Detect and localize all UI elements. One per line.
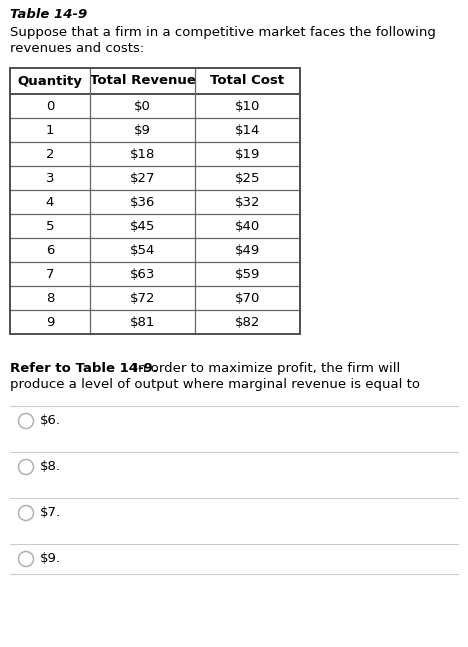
Text: 3: 3	[46, 171, 54, 184]
Text: 5: 5	[46, 219, 54, 232]
Text: Quantity: Quantity	[18, 74, 82, 87]
Text: 8: 8	[46, 292, 54, 305]
Text: $82: $82	[235, 316, 260, 329]
Text: produce a level of output where marginal revenue is equal to: produce a level of output where marginal…	[10, 378, 420, 391]
Text: $32: $32	[235, 195, 260, 208]
Text: $63: $63	[130, 267, 155, 281]
Text: $18: $18	[130, 148, 155, 160]
Text: 7: 7	[46, 267, 54, 281]
Text: $9: $9	[134, 124, 151, 137]
Text: $0: $0	[134, 100, 151, 113]
Text: $36: $36	[130, 195, 155, 208]
Text: $70: $70	[235, 292, 260, 305]
Text: $8.: $8.	[39, 461, 60, 474]
Text: $6.: $6.	[39, 415, 60, 428]
Text: $14: $14	[235, 124, 260, 137]
Text: Total Cost: Total Cost	[211, 74, 285, 87]
Text: revenues and costs:: revenues and costs:	[10, 42, 144, 55]
Text: $49: $49	[235, 243, 260, 256]
Text: $40: $40	[235, 219, 260, 232]
Text: Refer to Table 14-9.: Refer to Table 14-9.	[10, 362, 158, 375]
Bar	[10, 68, 300, 334]
Text: $19: $19	[235, 148, 260, 160]
Text: $10: $10	[235, 100, 260, 113]
Text: 6: 6	[46, 243, 54, 256]
Text: 2: 2	[46, 148, 54, 160]
Text: $54: $54	[130, 243, 155, 256]
Text: 0: 0	[46, 100, 54, 113]
Text: $27: $27	[130, 171, 155, 184]
Text: $7.: $7.	[39, 507, 61, 520]
Text: $59: $59	[235, 267, 260, 281]
Text: 9: 9	[46, 316, 54, 329]
Text: $81: $81	[130, 316, 155, 329]
Text: 1: 1	[46, 124, 54, 137]
Text: Table 14-9: Table 14-9	[10, 8, 87, 21]
Text: In order to maximize profit, the firm will: In order to maximize profit, the firm wi…	[130, 362, 400, 375]
Text: $9.: $9.	[39, 553, 60, 565]
Text: Total Revenue: Total Revenue	[89, 74, 196, 87]
Text: $45: $45	[130, 219, 155, 232]
Text: $25: $25	[235, 171, 260, 184]
Text: Suppose that a firm in a competitive market faces the following: Suppose that a firm in a competitive mar…	[10, 26, 436, 39]
Text: $72: $72	[130, 292, 155, 305]
Text: 4: 4	[46, 195, 54, 208]
